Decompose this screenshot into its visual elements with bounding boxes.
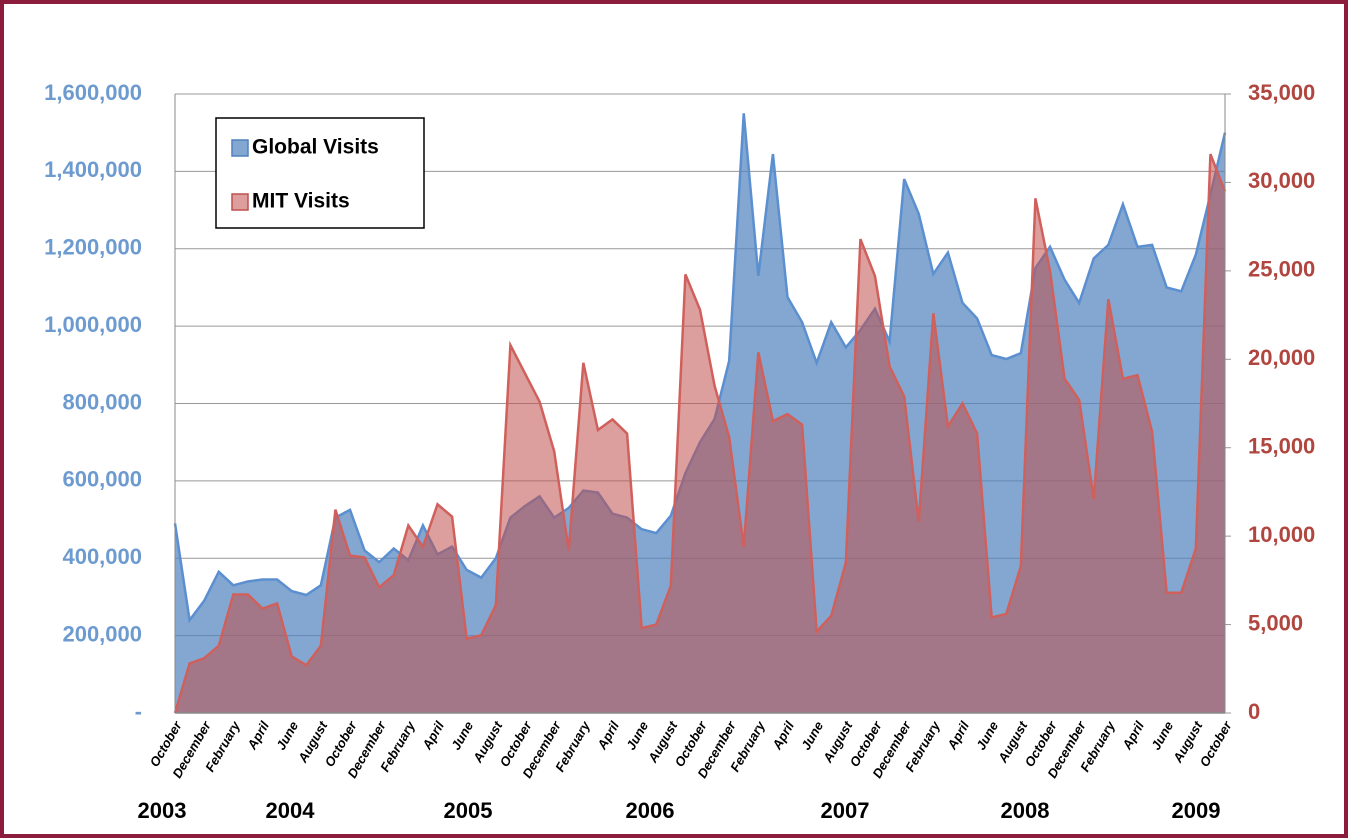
- y2-tick-label: 20,000: [1248, 345, 1315, 370]
- year-label: 2007: [821, 798, 870, 823]
- y-tick-label: 1,200,000: [44, 235, 142, 260]
- y2-tick-label: 5,000: [1248, 610, 1303, 635]
- legend-label: MIT Visits: [252, 190, 350, 213]
- year-label: 2004: [266, 798, 316, 823]
- year-label: 2009: [1172, 798, 1221, 823]
- year-label: 2003: [138, 798, 187, 823]
- y-tick-label: 1,000,000: [44, 312, 142, 337]
- legend-label: Global Visits: [252, 136, 379, 159]
- y-tick-label: 400,000: [62, 544, 142, 569]
- year-label: 2008: [1001, 798, 1050, 823]
- year-label: 2005: [444, 798, 493, 823]
- y-tick-label: 1,400,000: [44, 157, 142, 182]
- y2-tick-label: 30,000: [1248, 168, 1315, 193]
- y2-tick-label: 15,000: [1248, 434, 1315, 459]
- legend-swatch: [231, 193, 249, 211]
- y2-tick-label: 35,000: [1248, 80, 1315, 105]
- y-tick-label: 600,000: [62, 467, 142, 492]
- year-label: 2006: [626, 798, 675, 823]
- area: [175, 154, 1225, 714]
- y-tick-label: -: [135, 699, 142, 724]
- y2-tick-label: 0: [1248, 699, 1260, 724]
- y2-tick-label: 10,000: [1248, 522, 1315, 547]
- y2-tick-label: 25,000: [1248, 257, 1315, 282]
- y-tick-label: 1,600,000: [44, 80, 142, 105]
- y-tick-label: 200,000: [62, 621, 142, 646]
- legend-box: [215, 117, 425, 229]
- y-tick-label: 800,000: [62, 389, 142, 414]
- area-line: [173, 153, 1227, 714]
- legend-swatch: [231, 139, 249, 157]
